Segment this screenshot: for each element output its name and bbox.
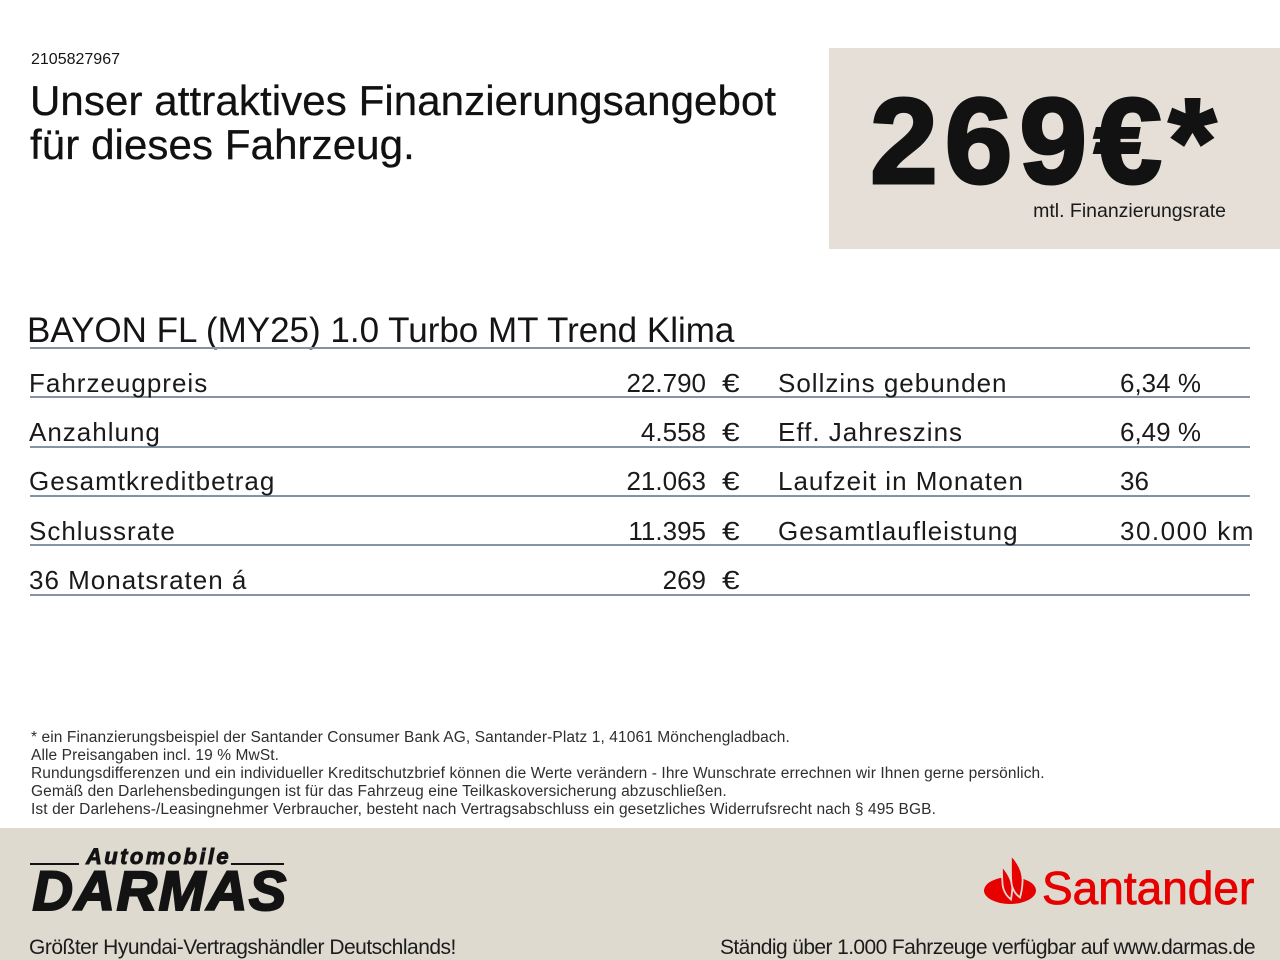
svg-text:Santander: Santander — [1042, 862, 1254, 912]
